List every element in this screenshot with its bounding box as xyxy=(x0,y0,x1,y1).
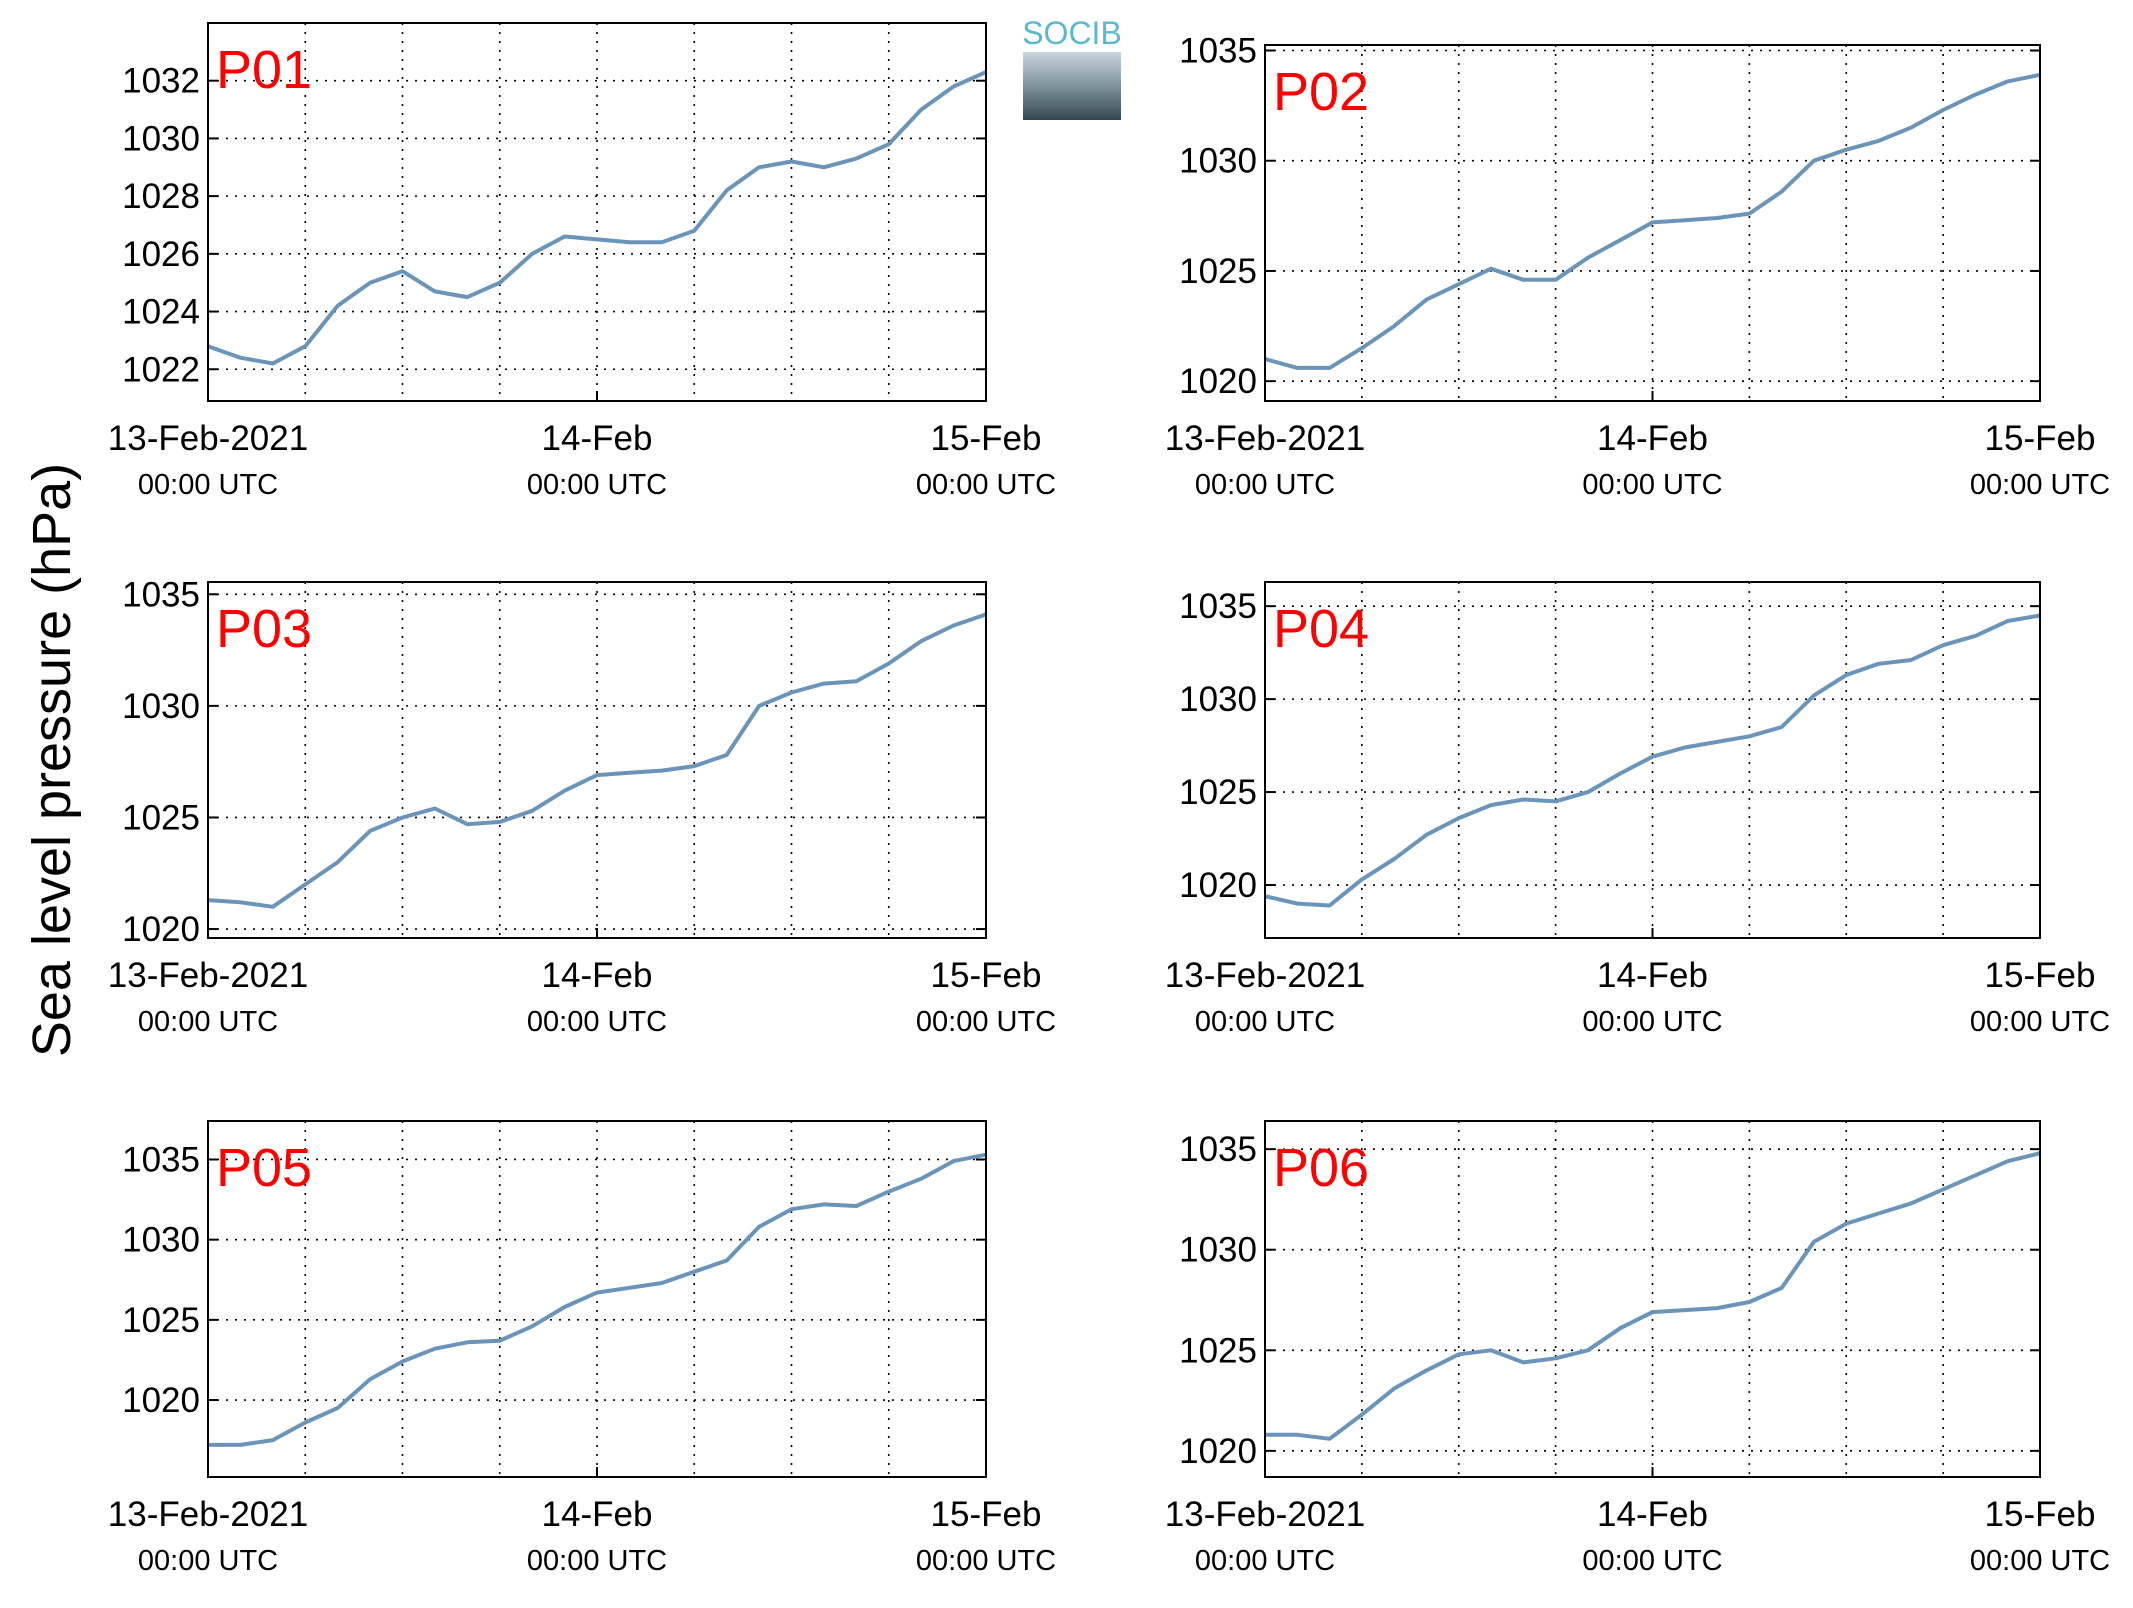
y-tick-label: 1035 xyxy=(1179,1130,1257,1169)
subplot: 1020 1025 1030 1035 13-Feb-2021 00:00 UTC 14-F… xyxy=(1165,32,2110,501)
axes-frame xyxy=(207,581,987,939)
y-tick-label: 1020 xyxy=(1179,1432,1257,1471)
y-tick-label: 1028 xyxy=(122,177,200,216)
y-tick-label: 1035 xyxy=(1179,32,1257,71)
x-tick-label: 14-Feb xyxy=(542,419,653,458)
y-tick-label: 1020 xyxy=(122,910,200,949)
x-tick-label: 13-Feb-2021 xyxy=(108,1495,308,1534)
x-tick-sublabel: 00:00 UTC xyxy=(916,1545,1056,1577)
subplot: 1020 1025 1030 1035 13-Feb-2021 00:00 UTC 14-F… xyxy=(108,1120,1056,1577)
x-tick-sublabel: 00:00 UTC xyxy=(1582,1006,1722,1038)
x-tick-label: 13-Feb-2021 xyxy=(108,956,308,995)
y-tick-label: 1025 xyxy=(122,1301,200,1340)
x-tick-sublabel: 00:00 UTC xyxy=(916,469,1056,501)
data-line xyxy=(208,1152,987,1447)
y-tick-label: 1030 xyxy=(122,1221,200,1260)
x-tick-sublabel: 00:00 UTC xyxy=(1195,469,1335,501)
y-tick-label: 1022 xyxy=(122,350,200,389)
subplot: 1020 1025 1030 1035 13-Feb-2021 00:00 UTC 14-F… xyxy=(108,575,1056,1038)
x-tick-sublabel: 00:00 UTC xyxy=(1582,1545,1722,1577)
x-tick-label: 15-Feb xyxy=(1985,1495,2096,1534)
axes-frame xyxy=(207,1120,987,1478)
data-line xyxy=(207,70,987,366)
y-tick-label: 1030 xyxy=(1179,1231,1257,1270)
x-tick-label: 15-Feb xyxy=(931,419,1042,458)
x-tick-sublabel: 00:00 UTC xyxy=(1970,1006,2110,1038)
x-tick-label: 13-Feb-2021 xyxy=(108,419,308,458)
axes-frame xyxy=(1264,1120,2041,1478)
data-line xyxy=(1265,1151,2041,1441)
x-tick-label: 15-Feb xyxy=(1985,419,2096,458)
axes-frame xyxy=(1264,44,2041,402)
logo: SOCIB xyxy=(1022,15,1122,120)
subplot: 1020 1025 1030 1035 13-Feb-2021 00:00 UTC 14-F… xyxy=(1165,1120,2110,1577)
x-tick-sublabel: 00:00 UTC xyxy=(138,1006,278,1038)
x-tick-label: 14-Feb xyxy=(542,956,653,995)
x-tick-sublabel: 00:00 UTC xyxy=(527,1006,667,1038)
x-tick-sublabel: 00:00 UTC xyxy=(1195,1545,1335,1577)
x-tick-sublabel: 00:00 UTC xyxy=(1195,1006,1335,1038)
y-tick-label: 1030 xyxy=(1179,680,1257,719)
data-line xyxy=(1264,72,2041,370)
axes-frame xyxy=(207,22,987,402)
y-tick-label: 1025 xyxy=(1179,252,1257,291)
x-tick-sublabel: 00:00 UTC xyxy=(527,1545,667,1577)
x-tick-sublabel: 00:00 UTC xyxy=(1582,469,1722,501)
panel-label: P05 xyxy=(216,1138,312,1198)
y-tick-label: 1035 xyxy=(122,575,200,614)
subplot: 1022 1024 1026 1028 1030 1032 13-Feb-2021 00:00… xyxy=(108,22,1056,501)
x-tick-label: 13-Feb-2021 xyxy=(1165,419,1365,458)
y-tick-label: 1025 xyxy=(122,798,200,837)
x-tick-label: 14-Feb xyxy=(1597,1495,1708,1534)
x-tick-sublabel: 00:00 UTC xyxy=(138,1545,278,1577)
x-tick-sublabel: 00:00 UTC xyxy=(1970,1545,2110,1577)
subplot: 1020 1025 1030 1035 13-Feb-2021 00:00 UTC 14-F… xyxy=(1165,581,2110,1038)
y-tick-label: 1020 xyxy=(1179,866,1257,905)
x-tick-label: 13-Feb-2021 xyxy=(1165,1495,1365,1534)
x-tick-label: 14-Feb xyxy=(1597,419,1708,458)
axes-frame xyxy=(1264,581,2041,939)
logo-badge xyxy=(1023,52,1121,120)
panel-label: P06 xyxy=(1273,1138,1369,1198)
y-tick-label: 1035 xyxy=(122,1140,200,1179)
y-tick-label: 1025 xyxy=(1179,1331,1257,1370)
y-tick-label: 1020 xyxy=(1179,362,1257,401)
panel-label: P03 xyxy=(216,599,312,659)
logo-text: SOCIB xyxy=(1022,15,1122,51)
x-tick-label: 14-Feb xyxy=(1597,956,1708,995)
panel-label: P04 xyxy=(1273,599,1369,659)
data-line xyxy=(207,612,987,909)
y-tick-label: 1030 xyxy=(122,119,200,158)
y-tick-label: 1032 xyxy=(122,62,200,101)
x-tick-label: 15-Feb xyxy=(931,1495,1042,1534)
y-axis-label: Sea level pressure (hPa) xyxy=(22,463,82,1057)
x-tick-sublabel: 00:00 UTC xyxy=(1970,469,2110,501)
x-tick-label: 15-Feb xyxy=(931,956,1042,995)
y-tick-label: 1030 xyxy=(122,687,200,726)
panel-label: P02 xyxy=(1273,62,1369,122)
y-tick-label: 1026 xyxy=(122,235,200,274)
x-tick-label: 13-Feb-2021 xyxy=(1165,956,1365,995)
data-line xyxy=(1264,613,2041,908)
x-tick-sublabel: 00:00 UTC xyxy=(527,469,667,501)
x-tick-label: 14-Feb xyxy=(542,1495,653,1534)
x-tick-sublabel: 00:00 UTC xyxy=(138,469,278,501)
y-tick-label: 1030 xyxy=(1179,142,1257,181)
y-tick-label: 1020 xyxy=(122,1381,200,1420)
x-tick-label: 15-Feb xyxy=(1985,956,2096,995)
y-tick-label: 1035 xyxy=(1179,587,1257,626)
x-tick-sublabel: 00:00 UTC xyxy=(916,1006,1056,1038)
y-tick-label: 1025 xyxy=(1179,773,1257,812)
panel-label: P01 xyxy=(216,40,312,100)
y-tick-label: 1024 xyxy=(122,293,200,332)
